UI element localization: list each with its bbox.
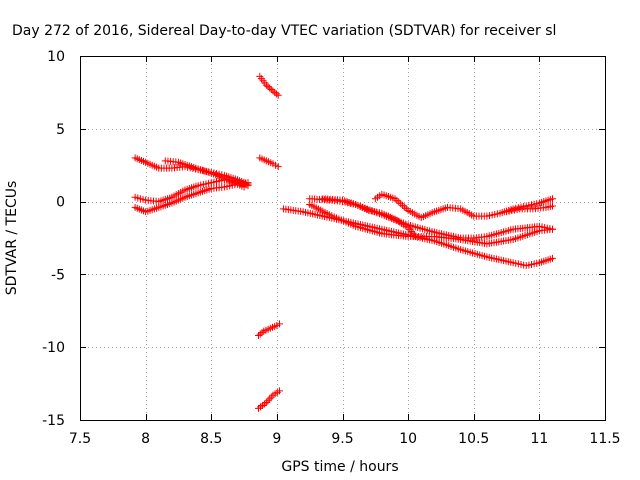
y-axis-label: SDTVAR / TECUs xyxy=(4,181,20,296)
data-point xyxy=(264,83,272,91)
series-track-n xyxy=(503,202,556,216)
data-point xyxy=(409,229,417,237)
data-point xyxy=(404,224,412,232)
data-point xyxy=(244,179,252,187)
data-point xyxy=(272,90,280,98)
data-point xyxy=(276,320,283,328)
data-point xyxy=(549,254,556,262)
x-tick-label: 10 xyxy=(399,431,417,447)
data-point xyxy=(256,330,264,338)
data-point xyxy=(406,226,414,234)
data-point xyxy=(262,81,270,89)
y-tick-label: 5 xyxy=(56,122,65,138)
x-tick-label: 11.5 xyxy=(589,431,620,447)
series-track-f xyxy=(256,154,282,171)
x-tick-label: 8 xyxy=(141,431,150,447)
x-tick-label: 11 xyxy=(530,431,548,447)
x-axis-label: GPS time / hours xyxy=(281,459,398,475)
x-tick-label: 8.5 xyxy=(200,431,222,447)
data-point xyxy=(266,84,274,92)
data-point xyxy=(262,399,270,407)
series-track-l xyxy=(319,195,419,239)
points-layer xyxy=(131,72,556,412)
series-track-m xyxy=(371,190,556,222)
plot-frame xyxy=(80,56,606,421)
data-point xyxy=(549,202,556,210)
data-point xyxy=(269,87,277,95)
x-tick-label: 10.5 xyxy=(458,431,489,447)
series-track-e xyxy=(256,72,282,99)
y-tick-label: -10 xyxy=(42,340,65,356)
x-tick-label: 7.5 xyxy=(69,431,91,447)
y-tick-label: 10 xyxy=(47,49,65,65)
series-track-g xyxy=(255,320,283,340)
data-point xyxy=(400,203,408,211)
data-point xyxy=(276,387,283,395)
data-point xyxy=(271,88,279,96)
data-point xyxy=(255,332,262,340)
chart-title: Day 272 of 2016, Sidereal Day-to-day VTE… xyxy=(12,23,556,39)
data-point xyxy=(240,183,248,191)
grid-layer xyxy=(80,56,605,420)
data-point xyxy=(411,231,419,239)
series-track-c xyxy=(131,179,252,216)
data-point xyxy=(267,85,275,93)
data-point xyxy=(274,163,282,171)
data-point xyxy=(549,195,556,203)
y-tick-label: -15 xyxy=(42,413,65,429)
y-tick-label: 0 xyxy=(56,195,65,211)
y-tick-label: -5 xyxy=(51,267,65,283)
data-point xyxy=(549,225,556,233)
data-point xyxy=(397,200,405,208)
series-track-h xyxy=(255,387,283,412)
data-point xyxy=(266,395,274,403)
x-tick-label: 9.5 xyxy=(331,431,353,447)
data-point xyxy=(274,91,282,99)
tick-layer: 7.5 8 8.5 9 9.5 10 10.5 11 11.5 10 5 0 -5 -10 -15 xyxy=(42,49,620,447)
data-point xyxy=(264,397,272,405)
x-tick-label: 9 xyxy=(272,431,281,447)
data-point xyxy=(267,393,275,401)
data-point xyxy=(407,227,415,235)
data-point xyxy=(395,198,403,206)
series-track-d xyxy=(161,157,248,191)
data-point xyxy=(258,329,266,337)
